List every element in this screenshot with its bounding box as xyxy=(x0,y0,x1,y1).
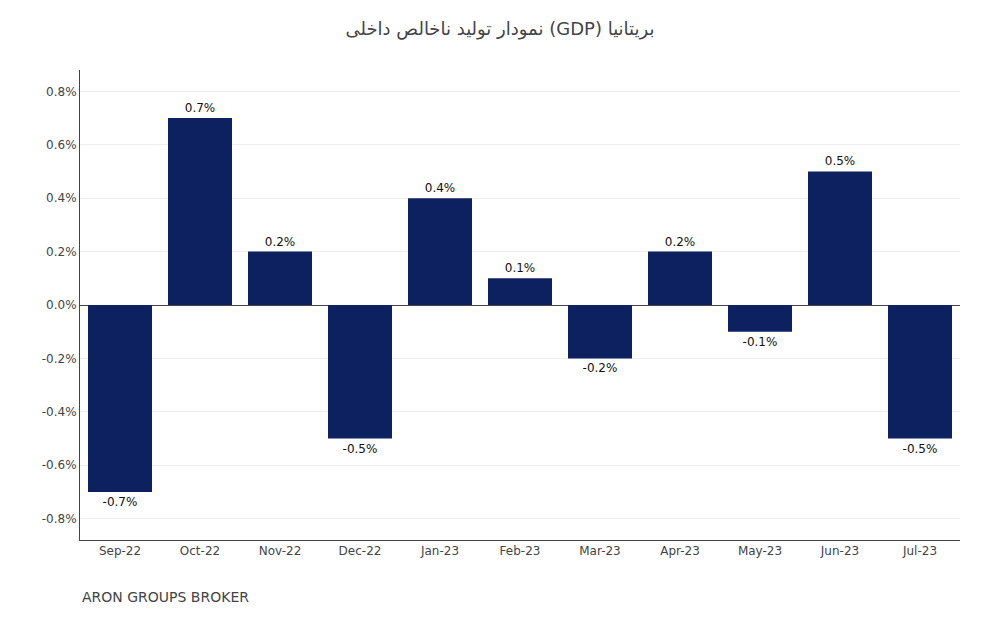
svg-text:Oct-22: Oct-22 xyxy=(180,544,220,558)
svg-text:0.6%: 0.6% xyxy=(46,138,77,152)
svg-text:0.4%: 0.4% xyxy=(46,191,77,205)
svg-text:0.5%: 0.5% xyxy=(825,154,856,168)
svg-text:0.7%: 0.7% xyxy=(185,101,216,115)
svg-text:Nov-22: Nov-22 xyxy=(259,544,302,558)
svg-text:Sep-22: Sep-22 xyxy=(99,544,141,558)
svg-text:0.2%: 0.2% xyxy=(46,245,77,259)
svg-text:Feb-23: Feb-23 xyxy=(500,544,541,558)
svg-text:ARON GROUPS BROKER: ARON GROUPS BROKER xyxy=(82,589,249,605)
svg-text:-0.5%: -0.5% xyxy=(903,442,938,456)
svg-text:May-23: May-23 xyxy=(738,544,782,558)
svg-text:Dec-22: Dec-22 xyxy=(339,544,382,558)
svg-text:0.2%: 0.2% xyxy=(265,235,296,249)
svg-text:-0.1%: -0.1% xyxy=(743,335,778,349)
svg-text:-0.6%: -0.6% xyxy=(42,458,77,472)
svg-text:Jun-23: Jun-23 xyxy=(820,544,859,558)
svg-text:0.2%: 0.2% xyxy=(665,235,696,249)
svg-text:0.8%: 0.8% xyxy=(46,85,77,99)
svg-text:0.1%: 0.1% xyxy=(505,261,536,275)
svg-text:-0.4%: -0.4% xyxy=(42,405,77,419)
svg-text:0.0%: 0.0% xyxy=(46,298,77,312)
svg-text:Jan-23: Jan-23 xyxy=(420,544,459,558)
svg-text:-0.5%: -0.5% xyxy=(343,442,378,456)
svg-text:0.4%: 0.4% xyxy=(425,181,456,195)
svg-text:نمودار تولید ناخالص داخلی (GDP: نمودار تولید ناخالص داخلی (GDP) بریتانیا xyxy=(346,18,655,40)
svg-text:-0.2%: -0.2% xyxy=(42,352,77,366)
svg-text:Jul-23: Jul-23 xyxy=(902,544,937,558)
svg-text:-0.2%: -0.2% xyxy=(583,361,618,375)
svg-text:Mar-23: Mar-23 xyxy=(579,544,620,558)
svg-text:Apr-23: Apr-23 xyxy=(660,544,700,558)
svg-text:-0.7%: -0.7% xyxy=(103,495,138,509)
svg-text:-0.8%: -0.8% xyxy=(42,512,77,526)
